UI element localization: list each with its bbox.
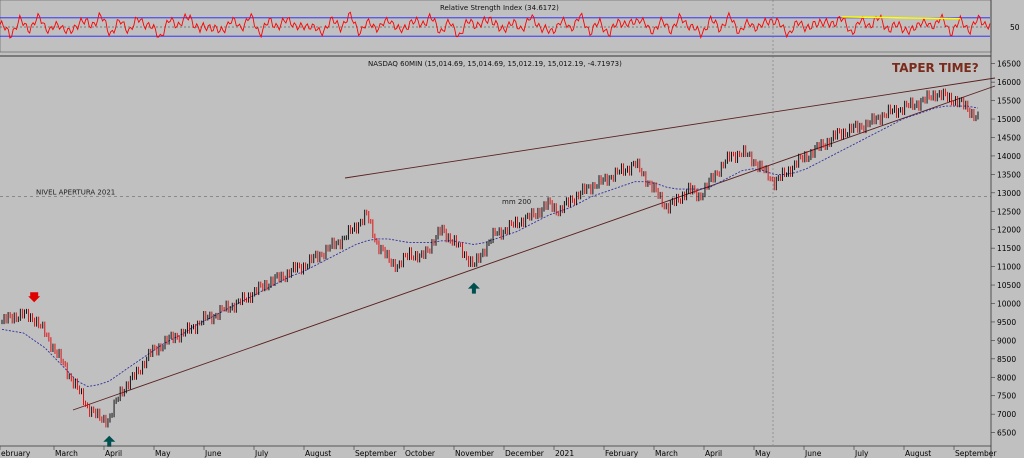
ma-200-line: [1, 105, 979, 387]
y-tick-label: 10000: [997, 299, 1021, 308]
arrow-up-icon: [103, 435, 116, 447]
rsi-y-axis: 50: [1010, 23, 1020, 32]
y-tick-label: 16500: [997, 60, 1021, 69]
wedge-trendlines: [72, 77, 996, 411]
x-tick-label: March: [655, 449, 678, 458]
x-tick-label: September: [355, 449, 397, 458]
x-tick-label: November: [455, 449, 495, 458]
y-tick-label: 16000: [997, 78, 1021, 87]
arrow-down-icon: [28, 292, 41, 303]
x-tick-label: ebruary: [1, 449, 31, 458]
y-tick-label: 10500: [997, 281, 1021, 290]
y-tick-label: 13000: [997, 189, 1021, 198]
taper-annotation: TAPER TIME?: [892, 61, 979, 75]
x-tick-label: August: [305, 449, 331, 458]
price-series: [1, 88, 979, 428]
y-tick-label: 12000: [997, 226, 1021, 235]
x-axis: ebruary March April May June July August Septem…: [0, 445, 997, 458]
x-tick-label: September: [955, 449, 997, 458]
y-tick-label: 9500: [997, 318, 1016, 327]
arrow-up-icon: [467, 282, 480, 294]
y-tick-label: 7000: [997, 410, 1016, 419]
rsi-series: [0, 11, 991, 40]
rsi-tick-label: 50: [1010, 23, 1020, 32]
y-tick-label: 8000: [997, 373, 1016, 382]
y-tick-label: 15500: [997, 97, 1021, 106]
x-tick-label: May: [755, 449, 771, 458]
wedge-upper-line: [344, 77, 996, 179]
y-tick-label: 7500: [997, 392, 1016, 401]
ma-200-series: [1, 105, 979, 387]
y-tick-label: 14000: [997, 152, 1021, 161]
x-tick-label: February: [605, 449, 639, 458]
x-tick-label: June: [804, 449, 822, 458]
y-tick-label: 8500: [997, 355, 1016, 364]
price-title: NASDAQ 60MIN (15,014.69, 15,014.69, 15,0…: [368, 60, 622, 68]
x-tick-label: April: [705, 449, 722, 458]
x-tick-label: May: [155, 449, 171, 458]
reference-line-label: NIVEL APERTURA 2021: [36, 189, 115, 197]
x-tick-label: July: [854, 449, 869, 458]
x-tick-label: April: [105, 449, 122, 458]
x-tick-label: July: [254, 449, 269, 458]
x-tick-label: August: [905, 449, 931, 458]
y-tick-label: 9000: [997, 336, 1016, 345]
x-axis-labels: ebruary March April May June July August Septem…: [0, 446, 997, 458]
price-panel: NASDAQ 60MIN (15,014.69, 15,014.69, 15,0…: [0, 0, 1021, 447]
x-tick-label: June: [204, 449, 222, 458]
x-tick-label: December: [505, 449, 545, 458]
x-tick-label: October: [405, 449, 436, 458]
ma-label: mm 200: [502, 198, 531, 206]
rsi-trendline-stroke: [841, 16, 961, 20]
rsi-line: [0, 11, 991, 40]
wedge-lower-line: [72, 85, 996, 411]
y-tick-label: 15000: [997, 115, 1021, 124]
rsi-title: Relative Strength Index (34.6172): [440, 4, 559, 12]
y-tick-label: 11500: [997, 244, 1021, 253]
rsi-panel: Relative Strength Index (34.6172) 50: [0, 0, 1020, 53]
x-tick-label: March: [55, 449, 78, 458]
y-tick-label: 14500: [997, 133, 1021, 142]
price-y-axis: 6500 7000 7500 8000 8500 9000 9500 10000 10500 11…: [991, 60, 1021, 438]
signal-arrows: [28, 282, 480, 447]
x-tick-label: 2021: [555, 449, 574, 458]
rsi-trendline: [841, 16, 961, 20]
y-tick-label: 12500: [997, 207, 1021, 216]
y-tick-label: 11000: [997, 263, 1021, 272]
reference-line: NIVEL APERTURA 2021: [0, 189, 991, 197]
y-tick-label: 6500: [997, 429, 1016, 438]
y-tick-label: 13500: [997, 170, 1021, 179]
